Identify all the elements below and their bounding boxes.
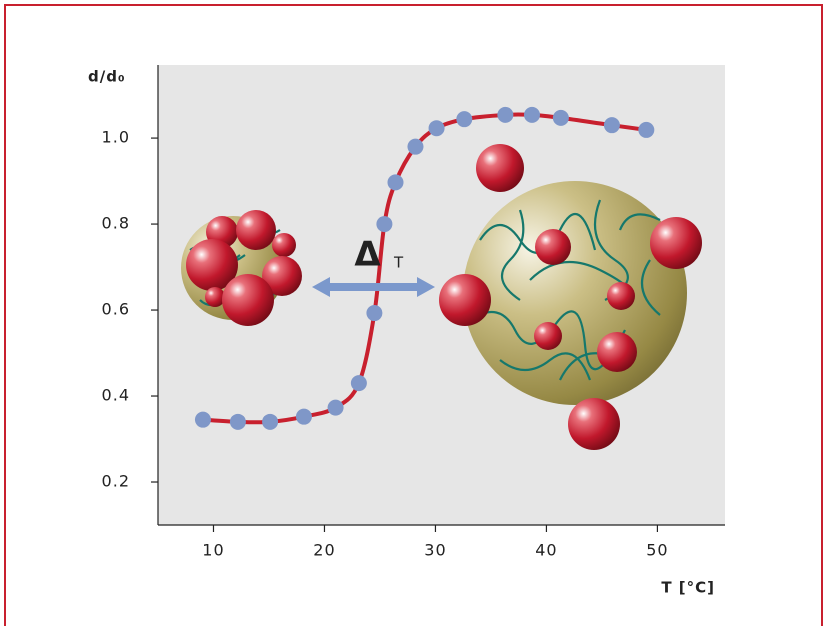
y-tick-label: 0.8 <box>102 214 130 233</box>
y-tick-label: 0.6 <box>102 300 130 319</box>
chart: d/d₀ T [°C] 0.20.40.60.81.01020304050 Δ … <box>0 0 827 626</box>
y-tick-label: 0.4 <box>102 386 130 405</box>
data-point <box>328 400 344 416</box>
data-point <box>262 414 278 430</box>
data-point <box>604 117 620 133</box>
data-point <box>497 107 513 123</box>
data-point <box>366 305 382 321</box>
data-point <box>195 412 211 428</box>
y-tick-label: 1.0 <box>102 128 130 147</box>
delta-symbol: Δ <box>354 235 381 275</box>
data-point <box>524 107 540 123</box>
data-point <box>296 409 312 425</box>
x-tick-label: 50 <box>646 541 668 560</box>
data-point <box>638 122 654 138</box>
y-axis-label: d/d₀ <box>88 68 126 86</box>
x-tick-label: 40 <box>535 541 557 560</box>
data-point <box>553 110 569 126</box>
data-point <box>387 174 403 190</box>
data-point <box>429 120 445 136</box>
data-point <box>376 216 392 232</box>
data-point <box>407 139 423 155</box>
data-point <box>456 111 472 127</box>
y-tick-label: 0.2 <box>102 472 130 491</box>
data-point <box>351 375 367 391</box>
x-tick-label: 30 <box>424 541 446 560</box>
x-tick-label: 10 <box>202 541 224 560</box>
x-tick-label: 20 <box>313 541 335 560</box>
x-axis-label: T [°C] <box>661 579 715 597</box>
data-point <box>230 414 246 430</box>
delta-label: T <box>393 254 404 272</box>
